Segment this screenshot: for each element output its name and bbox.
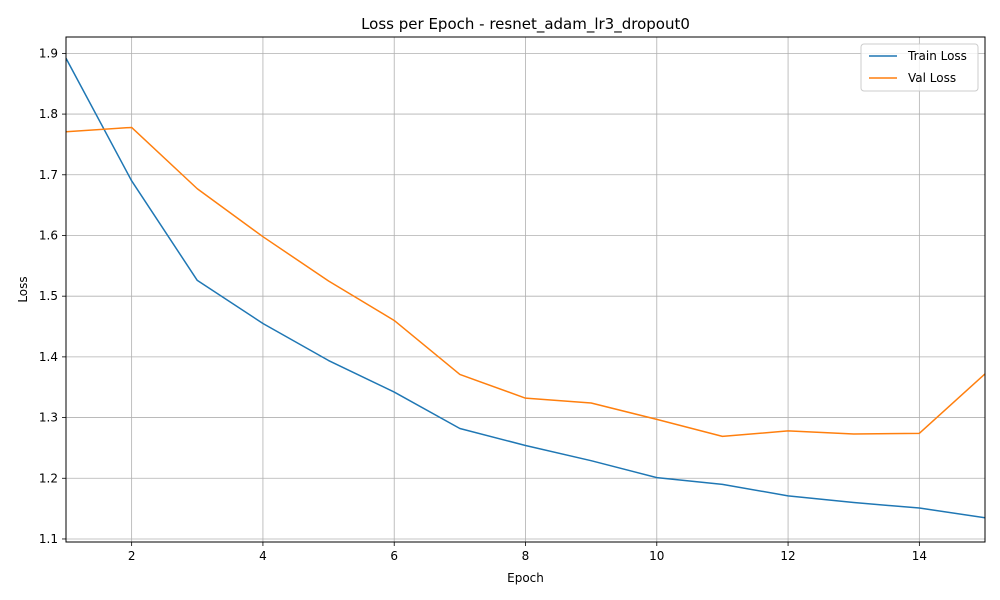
y-tick-label: 1.2	[39, 471, 58, 485]
y-tick-label: 1.5	[39, 289, 58, 303]
legend: Train Loss Val Loss	[860, 43, 979, 92]
x-tick-label: 14	[912, 549, 927, 563]
series-line-0	[66, 57, 985, 519]
series-lines	[66, 57, 985, 519]
chart-title: Loss per Epoch - resnet_adam_lr3_dropout…	[361, 15, 690, 34]
x-tick-label: 6	[390, 549, 398, 563]
y-tick-label: 1.9	[39, 46, 58, 60]
x-tick-label: 10	[649, 549, 664, 563]
y-tick-label: 1.3	[39, 411, 58, 425]
legend-label-0: Train Loss	[907, 49, 967, 63]
y-tick-label: 1.1	[39, 532, 58, 546]
x-tick-label: 8	[522, 549, 530, 563]
x-tick-label: 2	[128, 549, 136, 563]
y-tick-label: 1.7	[39, 168, 58, 182]
series-line-1	[66, 126, 985, 438]
y-tick-label: 1.4	[39, 350, 58, 364]
x-tick-label: 12	[780, 549, 795, 563]
y-ticks: 1.1 1.2 1.3 1.4 1.5 1.6 1.7 1.8 1.9	[39, 46, 66, 546]
y-tick-label: 1.6	[39, 228, 58, 242]
x-tick-label: 4	[259, 549, 267, 563]
x-axis-label: Epoch	[507, 571, 544, 585]
legend-label-1: Val Loss	[908, 71, 956, 85]
grid-lines	[66, 37, 985, 542]
x-ticks: 2 4 6 8 10 12 14	[128, 542, 927, 563]
y-tick-label: 1.8	[39, 107, 58, 121]
y-axis-label: Loss	[16, 276, 30, 302]
